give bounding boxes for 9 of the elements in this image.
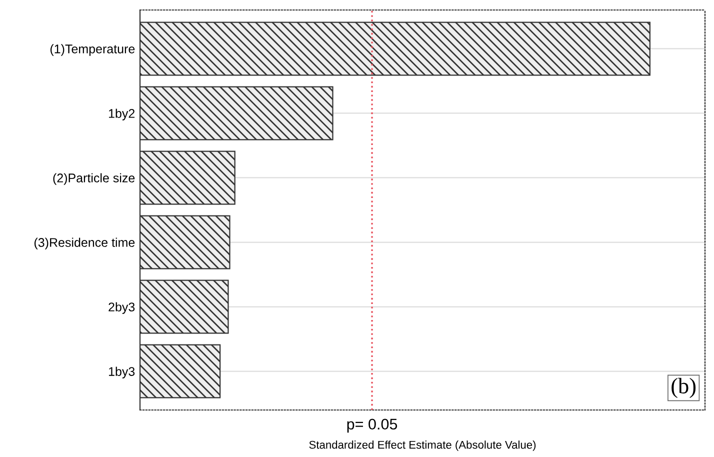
text: (b) bbox=[672, 378, 696, 398]
y-tick-label: (1)Temperature bbox=[50, 44, 135, 56]
y-tick-label: (3)Residence time bbox=[34, 238, 135, 250]
y-tick-label: 1by3 bbox=[108, 366, 135, 378]
y-tick-label: (2)Particle size bbox=[53, 173, 135, 185]
x-axis-title: Standardized Effect Estimate (Absolute Value) bbox=[309, 440, 536, 451]
y-tick-label: 1by2 bbox=[108, 108, 135, 120]
text: p= 0.05 bbox=[347, 418, 398, 433]
y-tick-label: 2by3 bbox=[108, 302, 135, 314]
